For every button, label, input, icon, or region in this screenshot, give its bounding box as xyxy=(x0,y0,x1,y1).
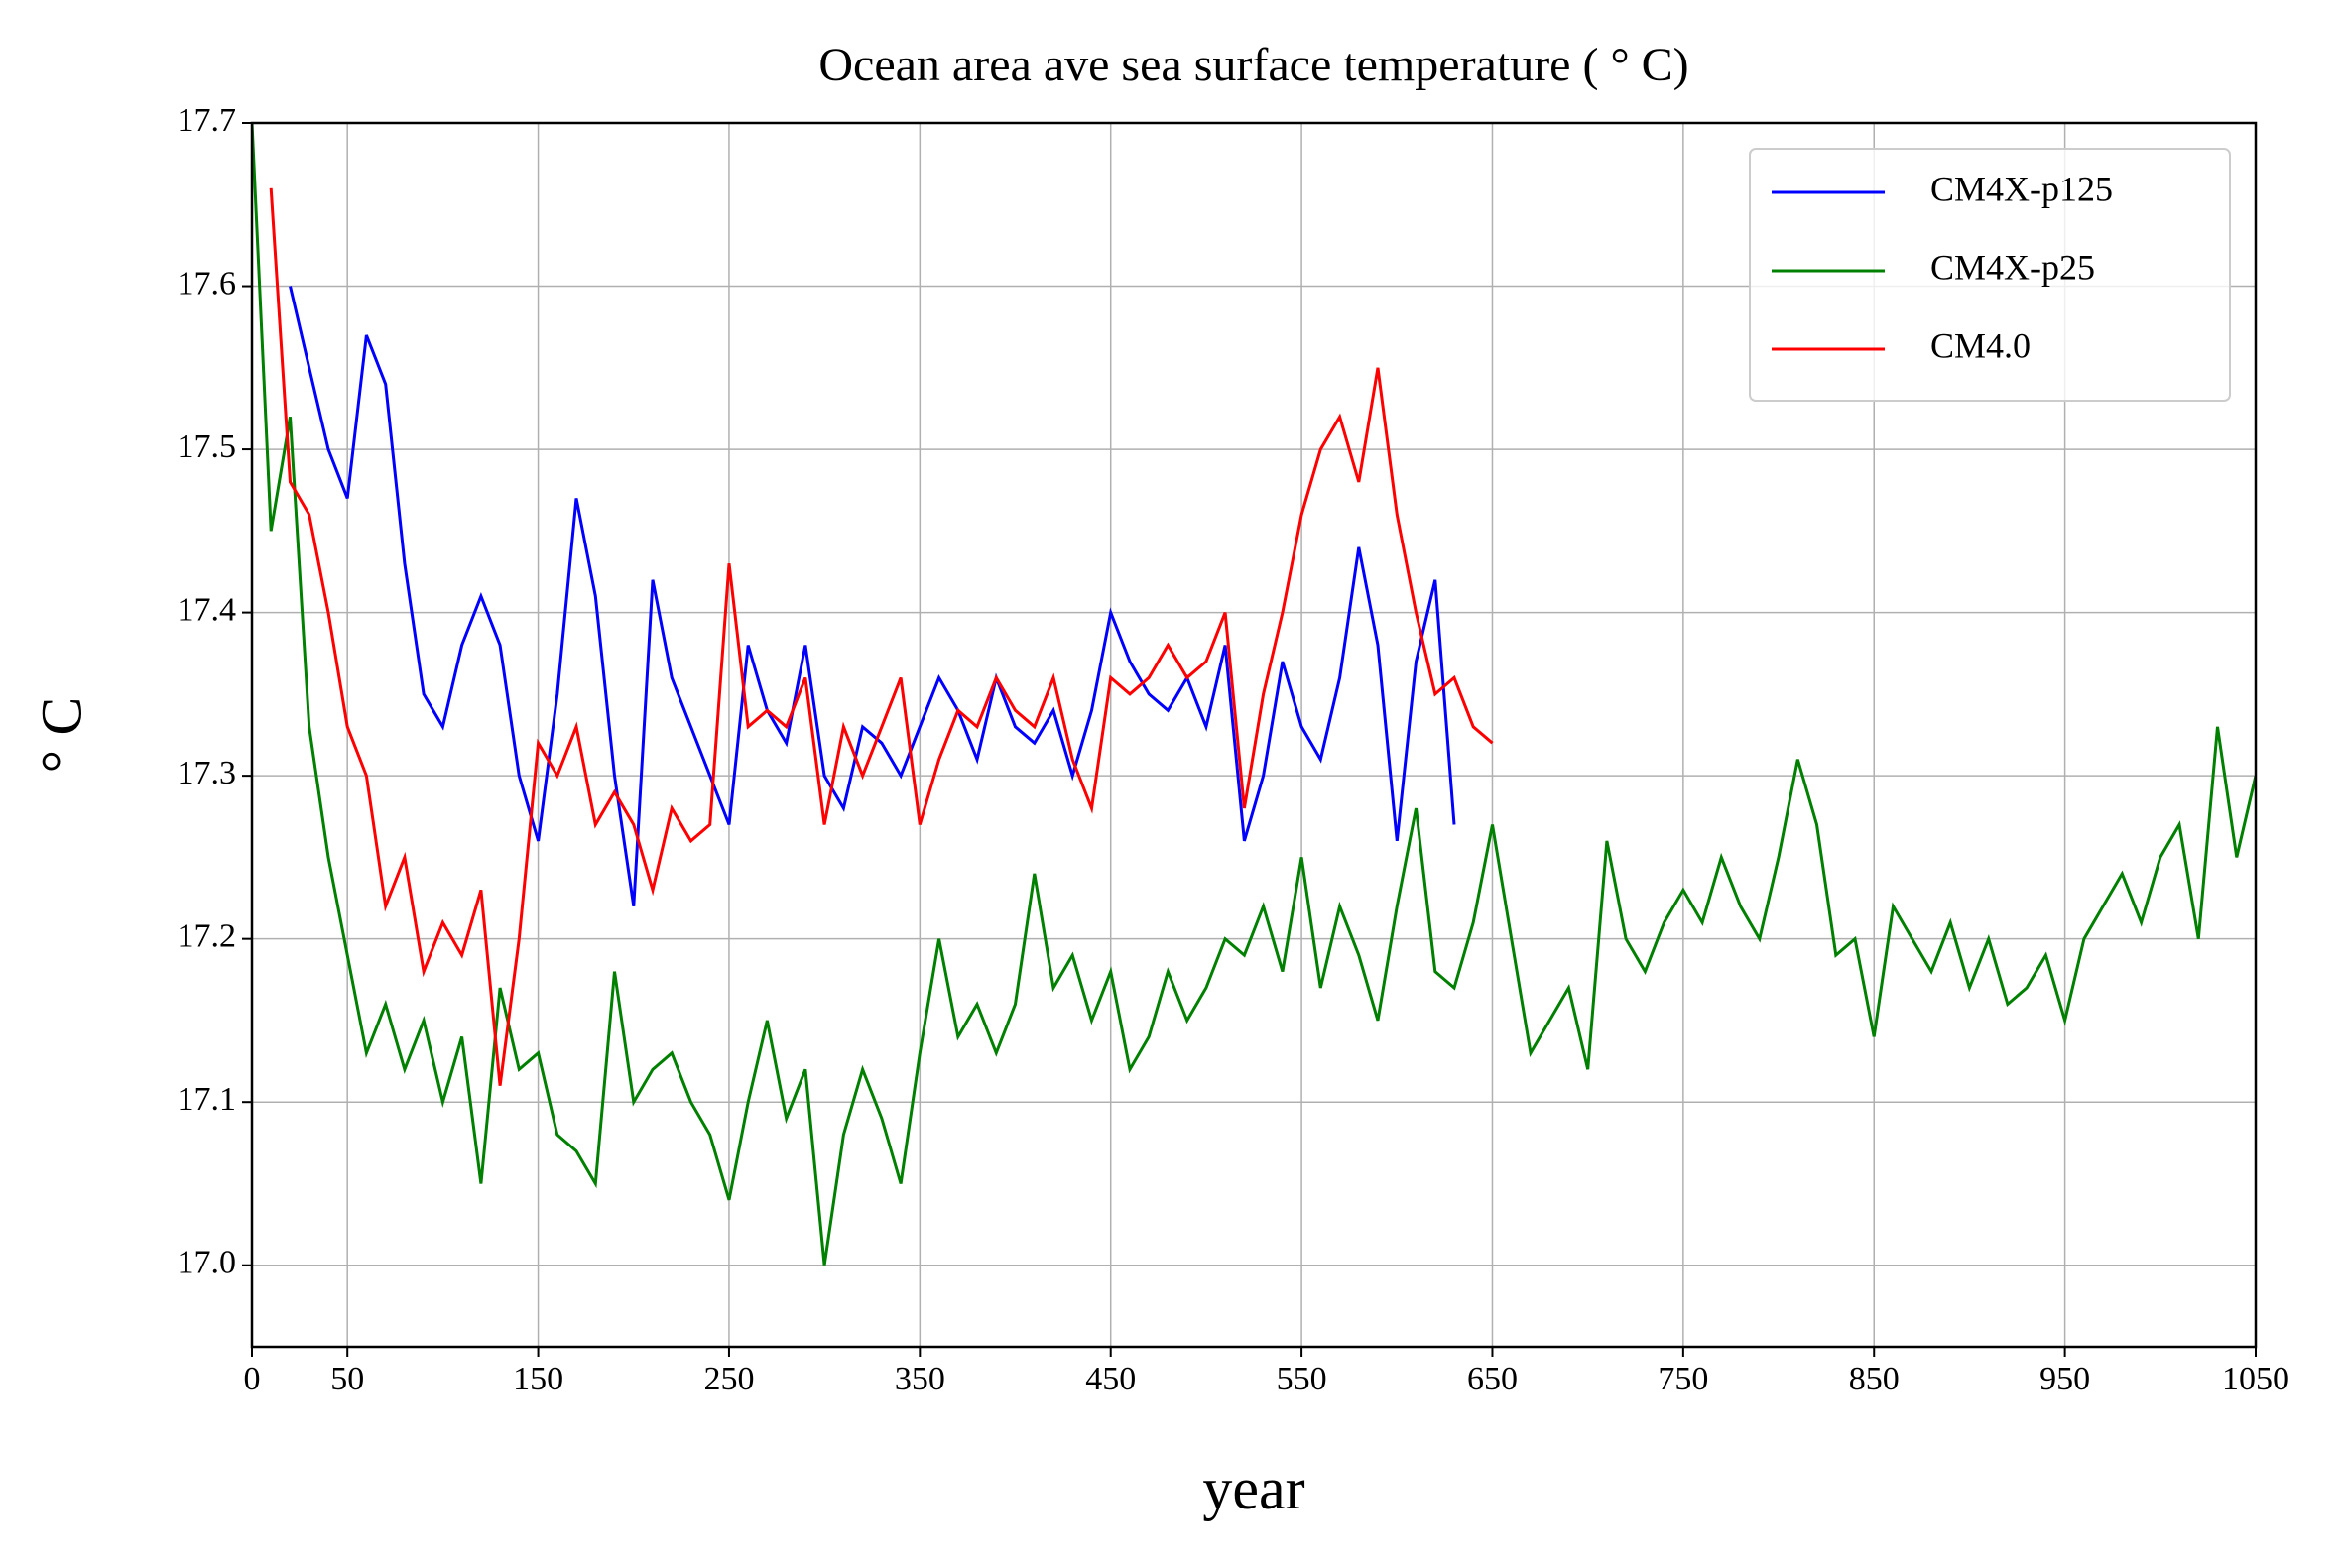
y-tick-label: 17.0 xyxy=(178,1245,237,1281)
x-axis-label: year xyxy=(1202,1456,1304,1521)
legend: CM4X-p125 CM4X-p25 CM4.0 xyxy=(1749,148,2231,402)
x-tick-label: 450 xyxy=(1085,1361,1136,1397)
x-tick-label: 950 xyxy=(2039,1361,2090,1397)
legend-box xyxy=(1749,148,2231,402)
y-tick-label: 17.7 xyxy=(178,102,237,139)
y-tick-label: 17.4 xyxy=(178,591,237,628)
x-tick-label: 150 xyxy=(513,1361,563,1397)
y-tick-label: 17.1 xyxy=(178,1081,237,1118)
x-tick-label: 50 xyxy=(330,1361,364,1397)
legend-label: CM4X-p25 xyxy=(1930,247,2095,287)
y-axis-label: ° C xyxy=(29,697,93,773)
x-tick-label: 350 xyxy=(895,1361,945,1397)
x-tick-label: 0 xyxy=(244,1361,261,1397)
x-tick-label: 750 xyxy=(1658,1361,1708,1397)
x-tick-label: 650 xyxy=(1467,1361,1518,1397)
plot-frame xyxy=(250,121,2258,1349)
series-line xyxy=(289,286,1456,907)
x-tick-label: 850 xyxy=(1849,1361,1900,1397)
y-tick-label: 17.5 xyxy=(178,428,237,465)
legend-label: CM4.0 xyxy=(1930,325,2031,365)
series-line xyxy=(269,187,1494,1086)
chart-title: Ocean area ave sea surface temperature (… xyxy=(818,39,1688,91)
legend-label: CM4X-p125 xyxy=(1930,169,2113,208)
x-tick-label: 1050 xyxy=(2222,1361,2289,1397)
y-tick-label: 17.3 xyxy=(178,755,237,791)
x-tick-label: 250 xyxy=(703,1361,754,1397)
x-tick-label: 550 xyxy=(1277,1361,1327,1397)
y-tick-label: 17.6 xyxy=(178,265,237,302)
series-line xyxy=(252,123,2256,1266)
y-tick-label: 17.2 xyxy=(178,917,237,954)
